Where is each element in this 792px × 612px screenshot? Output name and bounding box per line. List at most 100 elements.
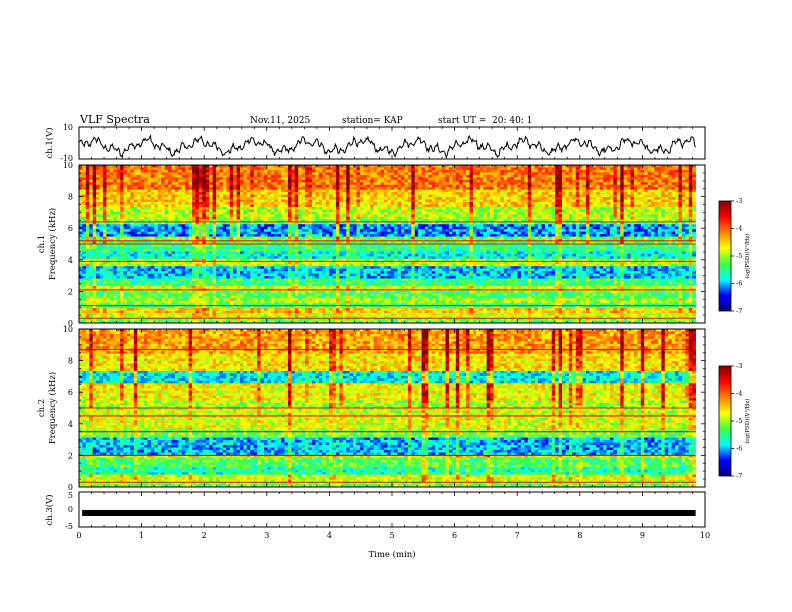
spec-cell	[569, 180, 573, 183]
spec-cell	[367, 190, 371, 193]
spec-cell	[572, 180, 576, 183]
spec-cell	[538, 182, 542, 185]
spec-cell	[490, 195, 494, 198]
spec-cell	[89, 172, 93, 175]
spec-cell	[504, 192, 508, 195]
spec-cell	[565, 180, 569, 183]
spec-cell	[641, 205, 645, 208]
spec-cell	[117, 200, 121, 203]
spec-cell	[267, 177, 271, 180]
spec-cell	[202, 205, 206, 208]
spec-cell	[627, 167, 631, 170]
spec-cell	[168, 180, 172, 183]
spec-cell	[600, 172, 604, 175]
spec-cell	[247, 167, 251, 170]
spec-cell	[271, 207, 275, 210]
spec-cell	[168, 200, 172, 203]
spec-cell	[610, 192, 614, 195]
spec-cell	[206, 190, 210, 193]
spec-cell	[202, 207, 206, 210]
spec-cell	[322, 190, 326, 193]
spec-cell	[158, 167, 162, 170]
spec-cell	[295, 202, 299, 205]
spec-cell	[607, 202, 611, 205]
spec-cell	[374, 180, 378, 183]
spec-cell	[247, 180, 251, 183]
spec-cell	[470, 172, 474, 175]
spec-cell	[555, 170, 559, 173]
spec-cell	[189, 177, 193, 180]
spec-cell	[514, 197, 518, 200]
spec-cell	[363, 197, 367, 200]
spec-cell	[600, 177, 604, 180]
spec-cell	[637, 200, 641, 203]
spec-cell	[206, 202, 210, 205]
spec-cell	[264, 182, 268, 185]
spec-cell	[521, 182, 525, 185]
spec-cell	[689, 200, 693, 203]
spec-cell	[504, 200, 508, 203]
spec-cell	[607, 167, 611, 170]
spec-cell	[141, 180, 145, 183]
spec-cell	[254, 195, 258, 198]
spec-cell	[401, 167, 405, 170]
spec-cell	[637, 180, 641, 183]
spec-cell	[100, 190, 104, 193]
spec-cell	[343, 200, 347, 203]
spec-cell	[106, 180, 110, 183]
spec-cell	[202, 172, 206, 175]
spec-cell	[350, 175, 354, 178]
spec-cell	[161, 190, 165, 193]
spec-cell	[528, 190, 532, 193]
spec-cell	[538, 172, 542, 175]
spec-cell	[202, 192, 206, 195]
spec-cell	[565, 202, 569, 205]
spec-cell	[93, 185, 97, 188]
spec-cell	[110, 202, 114, 205]
spec-cell	[202, 202, 206, 205]
spec-cell	[137, 185, 141, 188]
spec-cell	[394, 202, 398, 205]
spec-cell	[178, 192, 182, 195]
spec-cell	[627, 202, 631, 205]
spec-cell	[411, 205, 415, 208]
spec-cell	[113, 185, 117, 188]
spec-cell	[100, 187, 104, 190]
spec-cell	[120, 192, 124, 195]
spec-cell	[589, 185, 593, 188]
spec-cell	[415, 172, 419, 175]
spec-cell	[548, 185, 552, 188]
spec-cell	[408, 180, 412, 183]
spec-cell	[113, 175, 117, 178]
spec-cell	[627, 177, 631, 180]
spec-cell	[96, 167, 100, 170]
spec-cell	[603, 177, 607, 180]
spec-cell	[134, 170, 138, 173]
spec-cell	[596, 200, 600, 203]
spec-cell	[271, 177, 275, 180]
spec-cell	[93, 192, 97, 195]
spec-cell	[538, 180, 542, 183]
spec-cell	[206, 197, 210, 200]
spec-cell	[350, 192, 354, 195]
spec-cell	[233, 172, 237, 175]
spec-cell	[620, 205, 624, 208]
spec-cell	[240, 195, 244, 198]
spec-cell	[261, 175, 265, 178]
spec-cell	[442, 182, 446, 185]
spec-cell	[233, 182, 237, 185]
spec-cell	[675, 185, 679, 188]
spec-cell	[432, 197, 436, 200]
spec-cell	[418, 172, 422, 175]
spec-cell	[531, 177, 535, 180]
spec-cell	[82, 190, 86, 193]
spec-cell	[470, 200, 474, 203]
spec-cell	[189, 182, 193, 185]
spec-cell	[261, 170, 265, 173]
spec-cell	[435, 182, 439, 185]
spec-cell	[665, 175, 669, 178]
spec-cell	[589, 180, 593, 183]
spec-cell	[226, 180, 230, 183]
spec-cell	[209, 205, 213, 208]
spec-cell	[274, 182, 278, 185]
